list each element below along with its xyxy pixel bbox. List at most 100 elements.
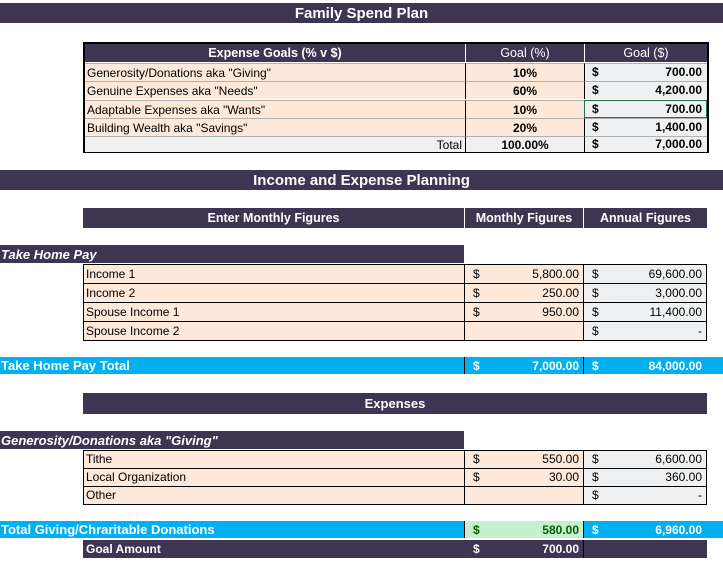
take-home-total-annual[interactable]: 84,000.00 — [648, 358, 702, 373]
planning-header-enter: Enter Monthly Figures — [83, 208, 464, 228]
giving-row-divider — [84, 486, 706, 487]
goal-amount-currency: $ — [473, 542, 480, 556]
income-annual-currency: $ — [592, 304, 599, 319]
goal-row-label: Building Wealth aka "Savings" — [85, 118, 465, 136]
planning-title: Income and Expense Planning — [0, 170, 723, 190]
income-monthly-currency: $ — [473, 285, 480, 300]
giving-row-label: Tithe — [86, 452, 113, 466]
goal-row-label: Adaptable Expenses aka "Wants" — [85, 100, 465, 118]
goal-total-amount: 7,000.00 — [655, 137, 702, 151]
giving-row-label: Other — [86, 488, 117, 502]
giving-total-annual[interactable]: 6,960.00 — [655, 522, 702, 537]
goal-amount-row — [83, 540, 707, 558]
income-monthly-input[interactable] — [490, 321, 579, 340]
income-monthly-input[interactable]: 250.00 — [542, 285, 579, 300]
giving-monthly-input[interactable] — [490, 486, 579, 504]
income-monthly-currency: $ — [473, 266, 480, 281]
goal-total-amount-cell — [584, 136, 707, 152]
income-annual-currency: $ — [592, 323, 599, 338]
goals-table — [83, 42, 709, 153]
goal-row-amount-cell[interactable] — [584, 100, 707, 118]
income-annual-currency: $ — [592, 266, 599, 281]
expenses-title: Expenses — [83, 393, 707, 414]
goal-total-currency: $ — [592, 137, 599, 151]
giving-annual-value: - — [698, 488, 702, 502]
giving-annual-value: 360.00 — [665, 470, 702, 484]
goal-row-currency: $ — [592, 83, 599, 97]
goal-row-amount-cell[interactable] — [584, 63, 707, 81]
goal-row-pct[interactable]: 20% — [465, 118, 584, 136]
income-annual-value: 11,400.00 — [649, 304, 703, 319]
income-annual-value: 3,000.00 — [655, 285, 702, 300]
income-monthly-input[interactable]: 5,800.00 — [532, 266, 579, 281]
goals-header-label: Expense Goals (% v $) — [85, 44, 465, 62]
col-divider — [464, 468, 465, 486]
goals-header-amt: Goal ($) — [585, 44, 707, 62]
goal-row-amount: 4,200.00 — [655, 83, 702, 97]
income-row-divider — [84, 283, 706, 284]
giving-total-label: Total Giving/Chraritable Donations — [1, 522, 215, 537]
col-divider — [583, 486, 584, 504]
income-annual-currency: $ — [592, 285, 599, 300]
giving-total-monthly[interactable]: 580.00 — [542, 522, 579, 537]
take-home-total-row — [0, 357, 723, 374]
goal-total-label: Total — [85, 136, 465, 152]
col-divider — [583, 321, 584, 340]
take-home-total-monthly[interactable]: 7,000.00 — [532, 358, 579, 373]
goals-header-pct: Goal (%) — [466, 44, 584, 62]
giving-monthly-currency: $ — [473, 452, 480, 466]
goal-total-pct: 100.00% — [465, 136, 584, 152]
goal-row-amount: 700.00 — [665, 102, 702, 116]
goal-row-amount: 700.00 — [665, 65, 702, 79]
take-home-section-label: Take Home Pay — [0, 245, 464, 263]
goal-row-amount: 1,400.00 — [655, 120, 702, 134]
giving-total-monthly-currency: $ — [473, 522, 480, 537]
col-divider — [464, 264, 465, 283]
annual-cell-bg — [584, 303, 706, 321]
col-divider — [583, 264, 584, 283]
giving-monthly-input[interactable]: 550.00 — [542, 452, 579, 466]
annual-cell-bg — [584, 451, 706, 468]
annual-cell-bg — [584, 265, 706, 283]
giving-annual-currency: $ — [592, 452, 599, 466]
giving-section-label: Generosity/Donations aka "Giving" — [0, 431, 464, 449]
goal-row-amount-cell[interactable] — [584, 118, 707, 136]
col-divider — [464, 302, 465, 321]
income-annual-value: 69,600.00 — [648, 266, 702, 281]
goal-row-currency: $ — [592, 120, 599, 134]
goal-row-amount-cell[interactable] — [584, 81, 707, 99]
giving-monthly-currency: $ — [473, 470, 480, 484]
giving-annual-currency: $ — [592, 488, 599, 502]
col-divider — [464, 450, 465, 468]
giving-row-label: Local Organization — [86, 470, 187, 484]
income-monthly-input[interactable]: 950.00 — [542, 304, 579, 319]
take-home-total-monthly-currency: $ — [473, 358, 480, 373]
take-home-total-label: Take Home Pay Total — [1, 358, 130, 373]
goal-row-pct[interactable]: 10% — [465, 100, 584, 118]
goal-row-currency: $ — [592, 102, 599, 116]
giving-annual-currency: $ — [592, 470, 599, 484]
income-row-label: Spouse Income 1 — [86, 304, 180, 319]
giving-total-annual-currency: $ — [592, 522, 599, 537]
income-row-divider — [84, 321, 706, 322]
annual-cell-bg — [584, 487, 706, 504]
col-divider — [583, 283, 584, 302]
goal-row-pct[interactable]: 10% — [465, 63, 584, 81]
col-divider — [583, 468, 584, 486]
income-row-divider — [84, 302, 706, 303]
giving-annual-value: 6,600.00 — [655, 452, 702, 466]
col-divider — [583, 302, 584, 321]
planning-header-annual: Annual Figures — [584, 208, 707, 228]
goal-row-pct[interactable]: 60% — [465, 81, 584, 99]
goal-amount-label: Goal Amount — [86, 542, 161, 556]
giving-monthly-input[interactable]: 30.00 — [548, 470, 579, 484]
col-divider — [583, 450, 584, 468]
goal-row-label: Genuine Expenses aka "Needs" — [85, 81, 465, 99]
col-divider — [464, 321, 465, 340]
income-row-label: Spouse Income 2 — [86, 323, 180, 338]
annual-cell-bg — [584, 322, 706, 340]
col-divider — [464, 283, 465, 302]
annual-cell-bg — [584, 469, 706, 486]
planning-header-monthly: Monthly Figures — [465, 208, 583, 228]
income-row-label: Income 1 — [86, 266, 136, 281]
